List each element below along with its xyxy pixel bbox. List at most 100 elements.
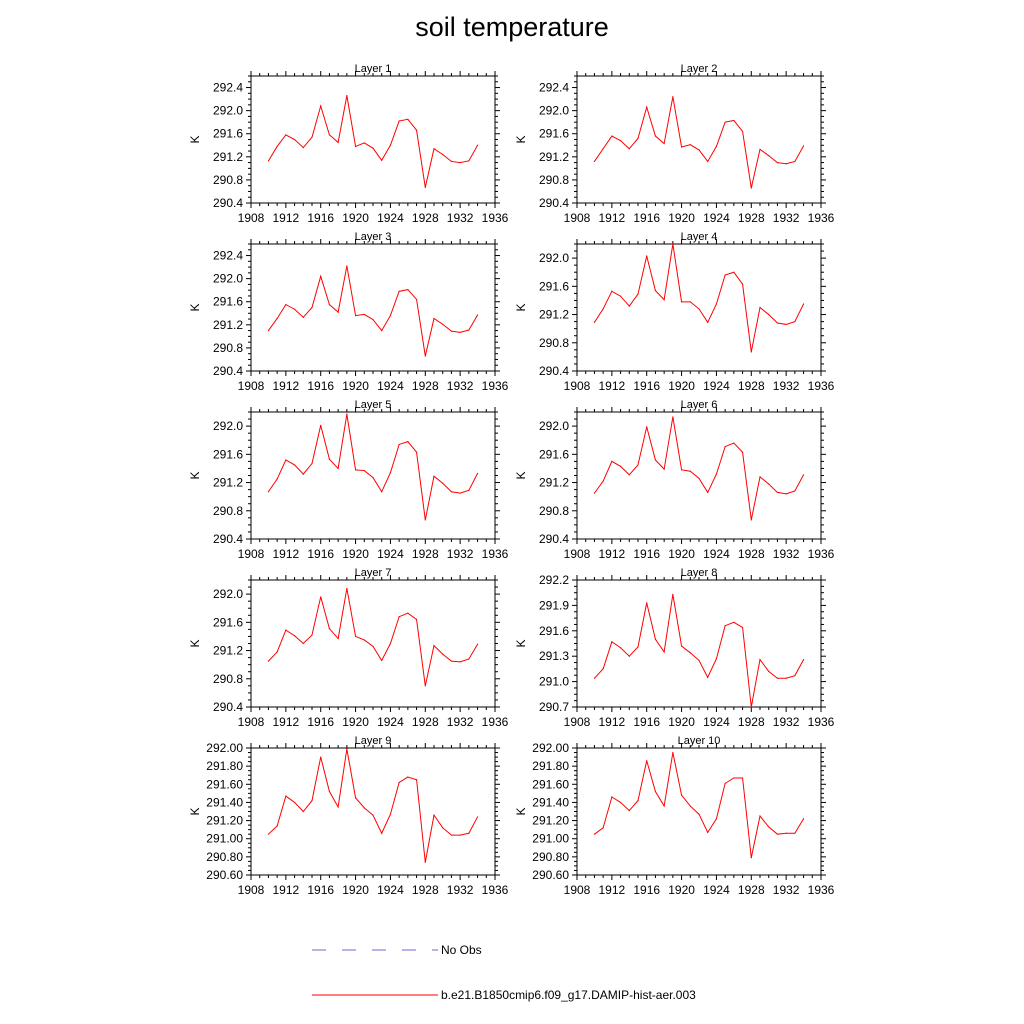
data-point (381, 329, 383, 332)
y-tick-label: 291.6 (539, 279, 569, 293)
x-tick-label: 1908 (238, 883, 265, 897)
data-point (707, 491, 709, 494)
y-tick-label: 292.2 (539, 573, 569, 587)
data-point (328, 458, 331, 460)
x-tick-label: 1936 (808, 211, 835, 225)
data-point (346, 95, 348, 97)
x-tick-label: 1928 (738, 379, 765, 393)
data-point (619, 465, 622, 467)
data-point (476, 643, 479, 645)
data-point (628, 474, 630, 476)
series-line (594, 594, 805, 708)
plot-frame (250, 411, 496, 540)
data-point (372, 477, 374, 479)
y-tick-label: 290.8 (213, 672, 243, 686)
data-point (646, 760, 648, 762)
data-point (276, 478, 278, 480)
y-tick-label: 291.2 (213, 476, 243, 490)
data-point (776, 161, 779, 164)
x-tick-label: 1936 (808, 715, 835, 729)
data-point (311, 136, 313, 138)
data-point (802, 658, 805, 661)
x-tick-label: 1932 (447, 883, 474, 897)
data-point (741, 626, 744, 629)
data-point (337, 637, 339, 640)
y-tick-label: 291.6 (539, 127, 569, 141)
y-tick-label: 291.00 (532, 832, 569, 846)
data-point (733, 119, 735, 122)
x-tick-label: 1924 (377, 211, 404, 225)
series-line (594, 243, 805, 353)
data-point (433, 475, 435, 477)
data-point (328, 790, 331, 793)
x-tick-label: 1920 (342, 211, 369, 225)
data-point (433, 814, 435, 816)
data-point (389, 472, 392, 474)
data-point (776, 322, 779, 324)
data-point (759, 658, 761, 661)
x-tick-label: 1916 (633, 379, 660, 393)
data-point (267, 491, 270, 493)
y-tick-label: 291.2 (213, 150, 243, 164)
data-point (602, 480, 604, 482)
data-point (302, 146, 304, 149)
data-point (689, 652, 691, 654)
data-point (724, 274, 726, 276)
x-tick-label: 1916 (633, 211, 660, 225)
y-tick-label: 292.0 (213, 272, 243, 286)
data-point (450, 834, 453, 836)
x-tick-label: 1936 (808, 883, 835, 897)
data-point (741, 451, 744, 453)
data-point (794, 675, 796, 677)
data-point (663, 468, 665, 470)
data-point (698, 659, 700, 662)
data-point (663, 805, 665, 807)
series-line (594, 96, 805, 189)
data-point (363, 469, 365, 472)
data-point (311, 462, 313, 465)
y-tick-label: 290.8 (213, 504, 243, 518)
x-tick-label: 1936 (482, 883, 509, 897)
panel-layer-8: Layer 8 K 1908 1912 1916 1920 1924 1928 1932 1936… (514, 567, 835, 729)
data-point (602, 827, 604, 829)
y-tick-label: 291.00 (206, 832, 243, 846)
data-point (663, 651, 665, 653)
data-point (415, 298, 418, 301)
data-point (293, 635, 296, 637)
data-point (337, 806, 339, 808)
x-tick-label: 1932 (773, 547, 800, 561)
y-tick-label: 291.20 (532, 814, 569, 828)
data-point (689, 805, 691, 807)
panel-layer-5: Layer 5 K 1908 1912 1916 1920 1924 1928 1932 1936… (188, 399, 509, 561)
x-tick-label: 1936 (482, 715, 509, 729)
y-tick-label: 290.4 (213, 700, 243, 714)
series-line (594, 416, 805, 521)
x-tick-label: 1920 (342, 715, 369, 729)
data-point (715, 473, 718, 475)
data-point (320, 596, 322, 598)
x-tick-label: 1912 (273, 379, 300, 393)
series-line (594, 752, 804, 858)
data-point (293, 801, 296, 804)
data-point (776, 491, 779, 494)
x-tick-label: 1908 (238, 379, 265, 393)
y-tick-label: 292.0 (213, 587, 243, 601)
x-tick-label: 1932 (447, 211, 474, 225)
data-point (637, 464, 639, 466)
data-point (476, 472, 479, 474)
data-point (407, 612, 409, 614)
data-point (707, 831, 709, 833)
data-point (442, 482, 444, 484)
data-point (363, 142, 365, 144)
panel-title: Layer 8 (681, 567, 718, 579)
data-point (637, 800, 639, 802)
data-point (680, 645, 683, 647)
y-tick-label: 290.80 (206, 850, 243, 864)
data-point (381, 659, 383, 662)
x-tick-label: 1932 (773, 379, 800, 393)
data-point (689, 301, 691, 303)
data-point (776, 677, 779, 679)
data-point (785, 832, 787, 834)
x-tick-label: 1924 (377, 883, 404, 897)
y-tick-label: 291.60 (206, 777, 243, 791)
